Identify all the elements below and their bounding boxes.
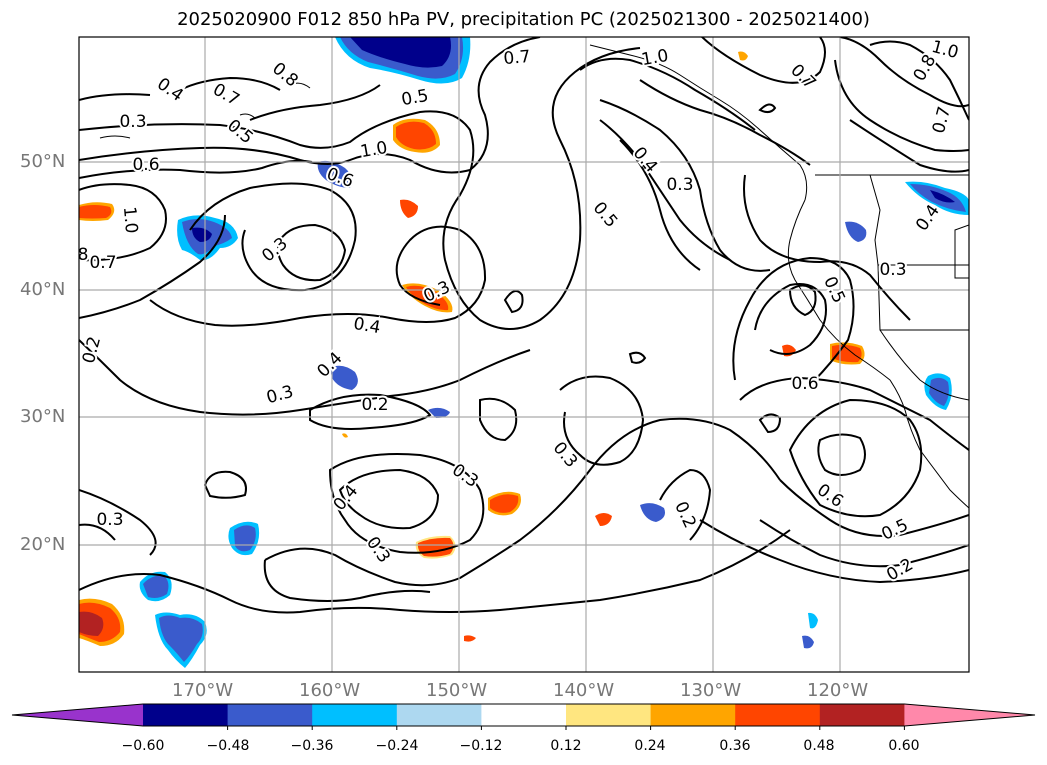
pv-contours — [79, 37, 969, 614]
lat-label-20n: 20°N — [20, 534, 66, 555]
contour-label: 0.3 — [879, 260, 906, 280]
contour-label-halo: 1.0 — [119, 206, 141, 235]
contour-label: 0.6 — [132, 155, 159, 175]
precip-negative-shading — [139, 37, 969, 668]
colorbar-tick-label: −0.36 — [290, 738, 334, 754]
lat-label-30n: 30°N — [20, 406, 66, 427]
colorbar-extend-high — [904, 704, 1035, 726]
contour-label: 1.0 — [640, 46, 670, 70]
lon-label-160w: 160°W — [299, 680, 361, 701]
contour-label-halo: 0.7 — [503, 47, 532, 69]
plot-area — [79, 37, 969, 672]
colorbar — [11, 703, 1036, 730]
contour-label-halo: 0.2 — [361, 395, 388, 415]
graticule — [79, 37, 969, 672]
contour-label: 0.3 — [119, 112, 146, 132]
contour-label: 0.3 — [666, 175, 693, 195]
colorbar-segment — [312, 704, 398, 726]
contour-label-halo: 0.6 — [132, 155, 159, 175]
colorbar-tick-label: 0.48 — [803, 738, 835, 754]
lon-label-130w: 130°W — [680, 680, 742, 701]
colorbar-tick-label: 0.24 — [634, 738, 666, 754]
colorbar-tick-label: −0.12 — [459, 738, 503, 754]
map-title: 2025020900 F012 850 hPa PV, precipitatio… — [177, 9, 870, 30]
coastlines — [99, 44, 969, 509]
contour-label: 0.6 — [791, 374, 818, 394]
colorbar-segment — [566, 704, 652, 726]
plot-frame — [78, 36, 970, 673]
contour-label: 0.2 — [361, 395, 388, 415]
colorbar-tick-label: −0.60 — [121, 738, 165, 754]
lon-label-120w: 120°W — [807, 680, 869, 701]
contour-label-halo: 0.3 — [666, 175, 693, 195]
lon-label-150w: 150°W — [426, 680, 488, 701]
colorbar-tick-label: 0.12 — [550, 738, 582, 754]
contour-label: 0.7 — [503, 47, 532, 69]
contour-label: 8 — [78, 245, 89, 265]
lon-label-170w: 170°W — [172, 680, 234, 701]
colorbar-tick-label: 0.60 — [888, 738, 920, 754]
contour-label-halo: 0.3 — [879, 260, 906, 280]
colorbar-segment — [650, 704, 736, 726]
contour-label-halo: 0.3 — [96, 510, 123, 530]
contour-label-halo: 0.6 — [791, 374, 818, 394]
colorbar-tick-label: −0.48 — [206, 738, 250, 754]
colorbar-segment — [227, 704, 313, 726]
contour-label-halo: 0.3 — [119, 112, 146, 132]
contour-label-halo: 1.0 — [359, 138, 389, 162]
contour-label-halo: 0.7 — [89, 253, 116, 273]
colorbar-segment — [143, 704, 229, 726]
precip-positive-shading — [79, 51, 865, 646]
colorbar-segment — [481, 704, 567, 726]
colorbar-segment — [819, 704, 905, 726]
lat-label-40n: 40°N — [20, 279, 66, 300]
colorbar-extend-low — [12, 704, 143, 726]
colorbar-segment — [396, 704, 482, 726]
contour-label: 1.0 — [119, 206, 141, 235]
colorbar-segment — [735, 704, 821, 726]
contour-label: 1.0 — [359, 138, 389, 162]
contour-label: 0.4 — [352, 314, 382, 338]
contour-label-halo: 0.5 — [400, 86, 430, 110]
lon-label-140w: 140°W — [553, 680, 615, 701]
colorbar-outline — [11, 703, 1036, 727]
lat-label-50n: 50°N — [20, 151, 66, 172]
colorbar-tick-label: 0.36 — [719, 738, 751, 754]
contour-label-halo: 8 — [78, 245, 89, 265]
contour-label: 0.7 — [89, 253, 116, 273]
contour-label: 0.5 — [400, 86, 430, 110]
contour-label: 0.3 — [96, 510, 123, 530]
colorbar-tick-label: −0.24 — [375, 738, 419, 754]
